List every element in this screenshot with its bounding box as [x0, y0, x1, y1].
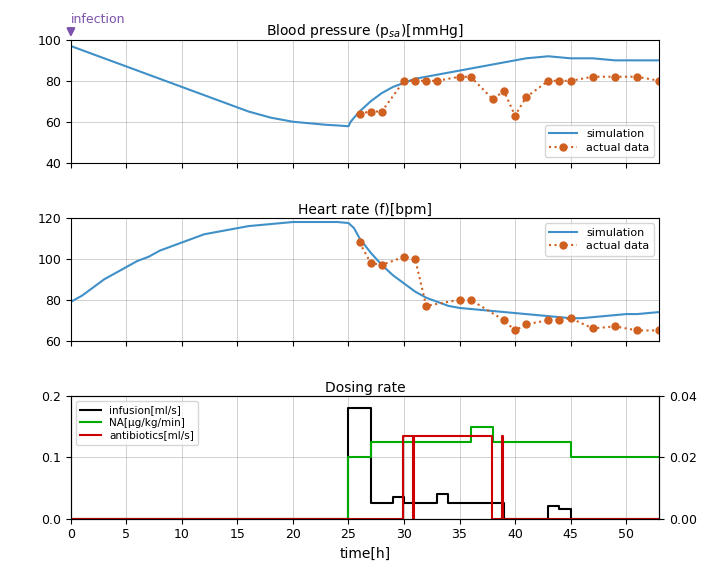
actual data — [500, 88, 508, 95]
actual data — [411, 255, 419, 262]
simulation — [300, 218, 308, 225]
actual data — [633, 327, 642, 334]
actual data — [411, 78, 419, 84]
Line: actual data: actual data — [356, 74, 663, 119]
actual data — [467, 296, 475, 303]
actual data — [455, 296, 464, 303]
simulation — [178, 239, 186, 246]
simulation — [89, 51, 97, 58]
simulation — [211, 229, 220, 235]
actual data — [355, 110, 364, 117]
Legend: infusion[ml/s], NA[μg/kg/min], antibiotics[ml/s]: infusion[ml/s], NA[μg/kg/min], antibioti… — [76, 401, 199, 445]
actual data — [510, 327, 519, 334]
actual data — [588, 74, 597, 80]
simulation — [655, 308, 664, 315]
actual data — [588, 325, 597, 332]
actual data — [400, 254, 408, 260]
actual data — [367, 259, 375, 266]
actual data — [500, 317, 508, 324]
simulation — [67, 43, 75, 50]
actual data — [422, 78, 430, 84]
actual data — [544, 78, 552, 84]
Line: actual data: actual data — [356, 239, 663, 334]
actual data — [510, 112, 519, 119]
actual data — [610, 323, 619, 330]
actual data — [655, 78, 664, 84]
actual data — [610, 74, 619, 80]
Title: Dosing rate: Dosing rate — [325, 381, 406, 395]
actual data — [467, 74, 475, 80]
actual data — [544, 317, 552, 324]
Legend: simulation, actual data: simulation, actual data — [545, 125, 654, 157]
actual data — [522, 94, 530, 101]
actual data — [655, 327, 664, 334]
simulation — [467, 65, 475, 72]
actual data — [555, 78, 564, 84]
simulation — [100, 55, 108, 62]
Line: simulation: simulation — [71, 46, 659, 126]
actual data — [400, 78, 408, 84]
simulation — [644, 310, 652, 316]
actual data — [555, 317, 564, 324]
actual data — [489, 96, 497, 103]
simulation — [233, 104, 242, 111]
actual data — [377, 108, 386, 115]
actual data — [433, 78, 442, 84]
actual data — [633, 74, 642, 80]
actual data — [355, 239, 364, 246]
actual data — [455, 74, 464, 80]
Title: Heart rate (f)[bpm]: Heart rate (f)[bpm] — [298, 203, 432, 217]
simulation — [345, 123, 353, 129]
actual data — [566, 315, 575, 321]
simulation — [566, 315, 575, 321]
simulation — [655, 57, 664, 64]
Line: simulation: simulation — [71, 222, 659, 318]
actual data — [422, 303, 430, 310]
simulation — [333, 122, 342, 129]
Title: Blood pressure (p$_{sa}$)[mmHg]: Blood pressure (p$_{sa}$)[mmHg] — [267, 22, 464, 40]
simulation — [610, 312, 619, 319]
simulation — [477, 63, 486, 70]
simulation — [67, 298, 75, 305]
X-axis label: time[h]: time[h] — [340, 547, 391, 561]
simulation — [289, 218, 297, 225]
actual data — [522, 321, 530, 328]
simulation — [133, 258, 142, 264]
actual data — [377, 262, 386, 268]
Legend: simulation, actual data: simulation, actual data — [545, 223, 654, 256]
actual data — [367, 108, 375, 115]
actual data — [566, 78, 575, 84]
Text: infection: infection — [71, 13, 125, 26]
